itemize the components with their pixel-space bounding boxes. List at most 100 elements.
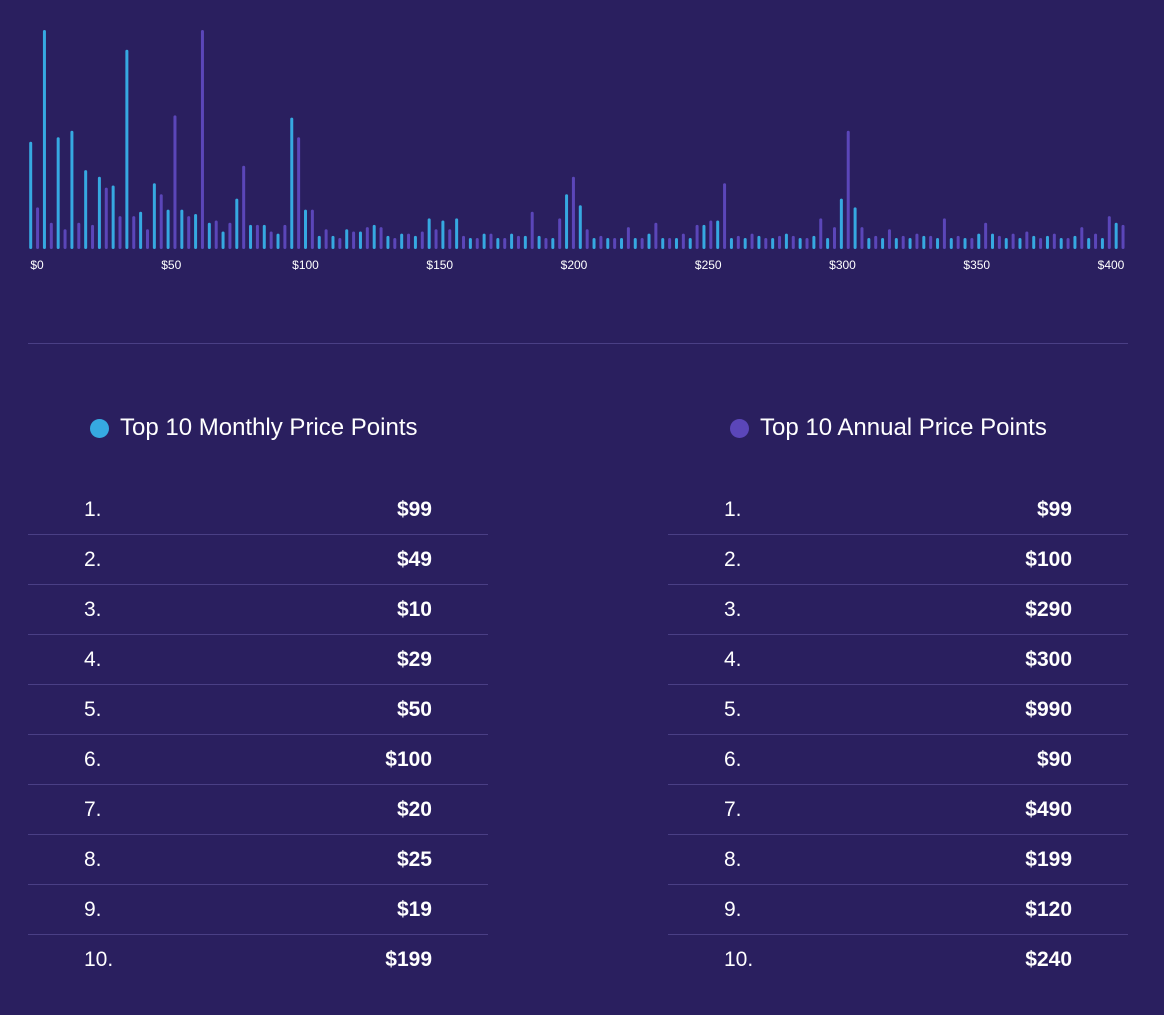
- rank: 3.: [724, 597, 742, 621]
- monthly-bar: [317, 235, 321, 249]
- monthly-bar: [70, 130, 74, 249]
- price: $49: [396, 547, 432, 571]
- monthly-bar: [1087, 238, 1091, 249]
- annual-bar: [599, 235, 603, 249]
- monthly-bar: [166, 209, 170, 249]
- monthly-bar: [496, 238, 500, 249]
- monthly-bar: [647, 233, 651, 249]
- price: $199: [385, 947, 432, 971]
- monthly-bar: [523, 235, 527, 249]
- monthly-bar: [139, 211, 143, 249]
- annual-bar: [379, 227, 383, 249]
- table-row: 4. $29: [28, 635, 488, 685]
- annual-bar: [338, 238, 342, 249]
- annual-bar: [819, 218, 823, 249]
- monthly-bar: [427, 218, 431, 249]
- annual-bar: [695, 224, 699, 249]
- monthly-bar: [56, 137, 60, 249]
- monthly-bar: [757, 235, 761, 249]
- annual-bar: [132, 216, 136, 249]
- monthly-bar: [262, 224, 266, 249]
- monthly-bar: [1032, 235, 1036, 249]
- rank: 2.: [84, 547, 102, 571]
- annual-bar: [736, 235, 740, 249]
- monthly-bar: [936, 238, 940, 249]
- monthly-bar: [812, 235, 816, 249]
- section-divider: [28, 343, 1128, 344]
- table-row: 7. $490: [668, 785, 1128, 835]
- annual-bar: [571, 176, 575, 249]
- annual-bar: [475, 238, 479, 249]
- monthly-bar: [537, 235, 541, 249]
- monthly-bar: [620, 238, 624, 249]
- monthly-bar: [482, 233, 486, 249]
- rank: 9.: [84, 897, 102, 921]
- annual-bar: [200, 30, 204, 249]
- annual-bar: [626, 227, 630, 249]
- price: $120: [1025, 897, 1072, 921]
- monthly-bar: [839, 198, 843, 249]
- monthly-bar: [661, 238, 665, 249]
- monthly-bar: [180, 209, 184, 249]
- price: $50: [396, 697, 432, 721]
- rank: 3.: [84, 597, 102, 621]
- annual-bar: [887, 229, 891, 249]
- table-row: 10. $240: [668, 935, 1128, 984]
- monthly-bar: [1059, 238, 1063, 249]
- annual-bar: [956, 235, 960, 249]
- annual-bar: [764, 238, 768, 249]
- price: $20: [396, 797, 432, 821]
- price: $990: [1025, 697, 1072, 721]
- annual-bar: [832, 227, 836, 249]
- monthly-bar: [221, 231, 225, 249]
- annual-bar: [297, 137, 301, 249]
- x-tick-label: $250: [695, 258, 722, 272]
- monthly-bar: [125, 49, 129, 250]
- annual-bar: [187, 216, 191, 249]
- annual-bar: [558, 218, 562, 249]
- price: $99: [1036, 497, 1072, 521]
- monthly-bar: [400, 233, 404, 249]
- monthly-bar: [84, 170, 88, 249]
- rank: 5.: [84, 697, 102, 721]
- monthly-bar: [194, 213, 198, 249]
- annual-bar: [420, 231, 424, 249]
- monthly-bar: [674, 238, 678, 249]
- rank: 9.: [724, 897, 742, 921]
- table-row: 3. $10: [28, 585, 488, 635]
- bars-group: [29, 30, 1125, 250]
- annual-bar: [36, 207, 40, 249]
- annual-bar: [489, 233, 493, 249]
- rank: 7.: [724, 797, 742, 821]
- price: $100: [1025, 547, 1072, 571]
- monthly-bar: [358, 231, 362, 249]
- annual-bar: [118, 216, 122, 249]
- rank: 10.: [84, 947, 114, 971]
- annual-bar: [255, 224, 259, 249]
- table-row: 2. $49: [28, 535, 488, 585]
- price: $290: [1025, 597, 1072, 621]
- monthly-bar: [207, 222, 211, 249]
- monthly-bar: [963, 238, 967, 249]
- annual-bar: [750, 233, 754, 249]
- monthly-bar: [42, 30, 46, 249]
- x-axis-ticks: $0 $50 $100 $150 $200 $250 $300 $350 $400: [30, 258, 1124, 272]
- monthly-panel: Top 10 Monthly Price Points 1. $99 2. $49 3.…: [28, 410, 488, 984]
- rank: 2.: [724, 547, 742, 571]
- price-histogram: $0 $50 $100 $150 $200 $250 $300 $350 $400: [29, 30, 1125, 272]
- annual-bar: [860, 227, 864, 249]
- table-row: 3. $290: [668, 585, 1128, 635]
- annual-bar: [874, 235, 878, 249]
- monthly-bar: [345, 229, 349, 249]
- price: $10: [396, 597, 432, 621]
- monthly-bar: [235, 198, 239, 249]
- annual-bar: [503, 238, 507, 249]
- monthly-bar: [565, 194, 569, 249]
- price: $19: [396, 897, 432, 921]
- annual-bar: [805, 238, 809, 249]
- annual-bar: [283, 224, 287, 249]
- monthly-legend-dot-icon: [90, 418, 109, 438]
- annual-bar: [778, 235, 782, 249]
- monthly-bar: [949, 238, 953, 249]
- monthly-bar: [152, 183, 156, 249]
